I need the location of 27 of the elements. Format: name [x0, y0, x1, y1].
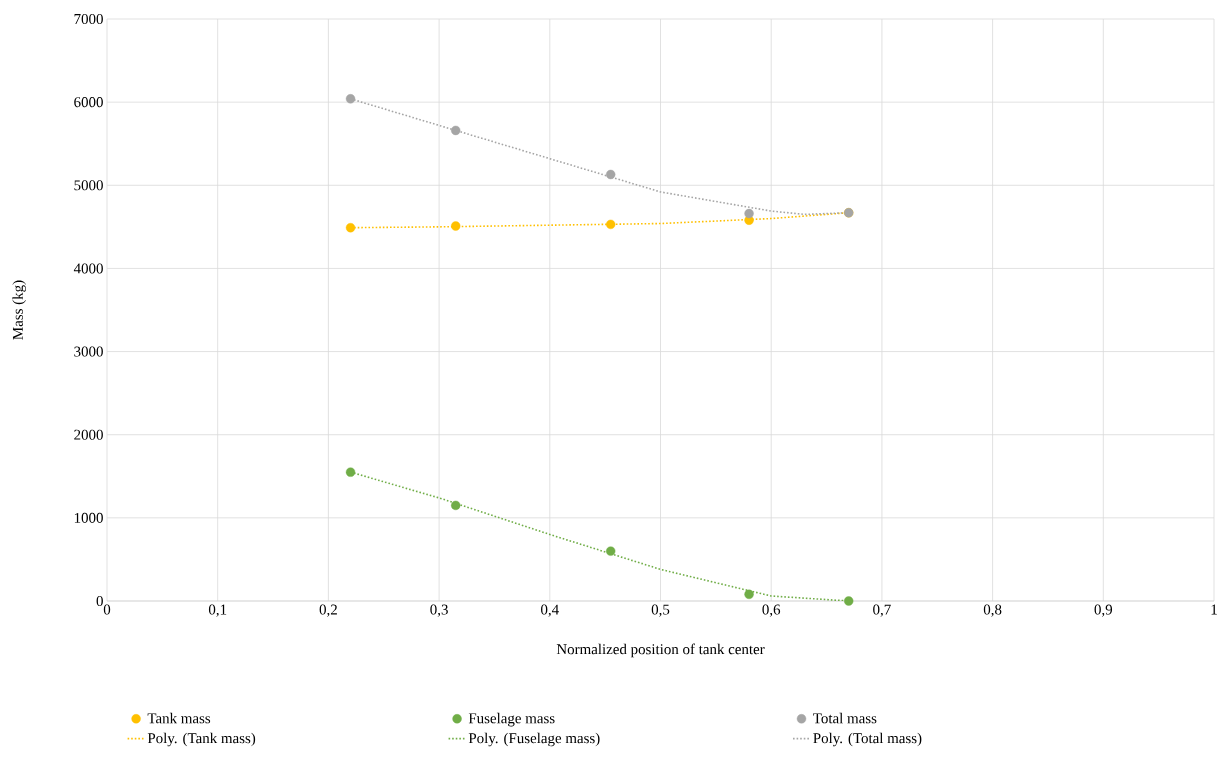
y-tick-label: 2000: [74, 429, 103, 440]
y-tick-label: 6000: [74, 97, 103, 108]
x-tick-label: 0,6: [762, 604, 781, 617]
y-tick-label: 4000: [73, 263, 103, 274]
x-tick-label: 0,1: [208, 604, 227, 617]
legend-label: Tank mass: [147, 712, 211, 724]
legend-label: Poly. (Tank mass): [147, 732, 256, 747]
y-tick-label: 3000: [74, 346, 103, 357]
y-axis-title: Mass (kg): [12, 280, 26, 340]
x-tick-label: 0,4: [541, 604, 559, 617]
x-tick-label: 0,3: [430, 604, 448, 617]
x-tick-label: 0: [103, 604, 111, 615]
y-tick-label: 1000: [74, 512, 103, 523]
y-tick-label: 0: [96, 595, 103, 607]
x-tick-label: 1: [1211, 604, 1217, 615]
y-tick-label: 7000: [74, 13, 103, 25]
x-tick-label: 0,7: [873, 604, 891, 617]
legend-label: Poly. (Fuselage mass): [468, 732, 600, 747]
y-tick-label: 5000: [74, 180, 103, 191]
x-tick-label: 0,9: [1094, 604, 1113, 617]
x-tick-label: 0,2: [319, 604, 337, 617]
x-tick-label: 0,5: [651, 604, 670, 617]
legend-label: Total mass: [813, 712, 877, 724]
legend-label: Fuselage mass: [468, 712, 555, 727]
legend-label: Poly. (Total mass): [813, 732, 922, 747]
x-tick-label: 0,8: [983, 604, 1002, 617]
x-axis-title: Normalized position of tank center: [556, 643, 765, 658]
